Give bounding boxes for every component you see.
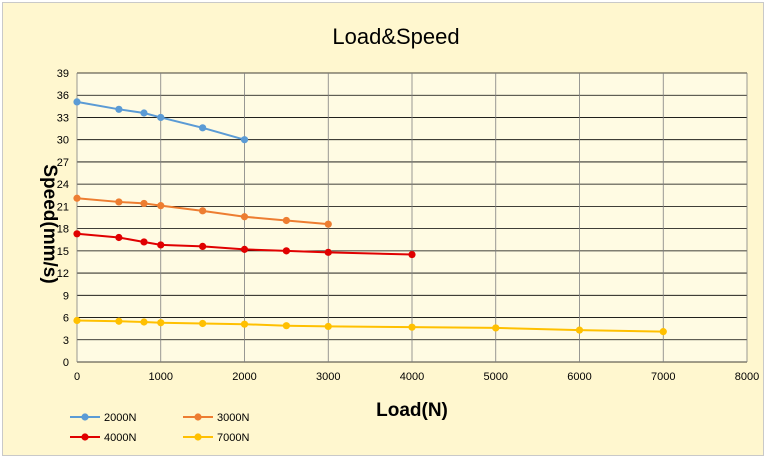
data-point [408, 323, 416, 331]
data-point [659, 328, 667, 336]
data-point [282, 247, 290, 255]
series-3000N [73, 194, 332, 228]
data-point [73, 230, 81, 238]
data-point [140, 238, 148, 246]
x-tick-label: 1000 [149, 371, 173, 383]
y-tick-label: 27 [57, 157, 69, 169]
y-tick-label: 36 [57, 90, 69, 102]
y-tick-label: 30 [57, 135, 69, 147]
y-tick-label: 24 [57, 179, 69, 191]
y-tick-label: 18 [57, 224, 69, 236]
data-point [157, 319, 165, 327]
x-tick-label: 2000 [232, 371, 256, 383]
x-tick-label: 0 [74, 371, 80, 383]
chart-title: Load&Speed [332, 24, 459, 49]
y-tick-label: 15 [57, 246, 69, 258]
legend-item: 2000N [70, 412, 136, 424]
y-tick-label: 0 [63, 357, 69, 369]
series-4000N [73, 230, 416, 259]
y-tick-label: 6 [63, 313, 69, 325]
legend-item: 3000N [183, 412, 249, 424]
data-point [492, 324, 500, 332]
data-point [575, 326, 584, 334]
data-point [115, 198, 123, 206]
y-tick-label: 39 [57, 68, 69, 80]
x-tick-label: 3000 [316, 371, 340, 383]
data-point [324, 322, 332, 331]
data-point [157, 113, 165, 122]
x-tick-label: 7000 [651, 371, 675, 383]
y-axis-label: Speed(mm/s) [39, 164, 60, 283]
data-point [199, 242, 207, 250]
legend-label: 2000N [104, 412, 136, 424]
legend-marker [81, 433, 89, 441]
y-tick-label: 12 [57, 268, 69, 280]
data-point [140, 318, 148, 326]
data-point [140, 109, 148, 117]
data-point [115, 105, 123, 113]
data-point [140, 199, 148, 208]
legend-marker [81, 413, 89, 421]
legend: 2000N 3000N 4000N 7000N [70, 412, 249, 444]
data-point [73, 98, 81, 106]
x-tick-label: 6000 [567, 371, 591, 383]
data-point [240, 136, 249, 144]
data-point [324, 248, 332, 256]
data-point [408, 250, 416, 259]
x-tick-label: 4000 [400, 371, 424, 383]
series-7000N [73, 316, 667, 336]
y-tick-label: 3 [63, 335, 69, 347]
legend-label: 4000N [104, 432, 136, 444]
legend-marker [194, 433, 202, 441]
data-point [157, 241, 165, 249]
series-line [76, 100, 245, 141]
x-axis-ticks: 0 1000 2000 3000 4000 5000 6000 7000 8000 [74, 371, 759, 383]
data-point [157, 202, 165, 210]
data-point [282, 322, 290, 330]
legend-marker [194, 413, 202, 421]
data-point [282, 216, 290, 225]
data-point [199, 124, 207, 132]
data-point [115, 317, 123, 325]
data-point [73, 194, 81, 202]
legend-label: 3000N [217, 412, 249, 424]
series-line [76, 319, 664, 333]
data-point [115, 233, 123, 242]
data-point [324, 220, 332, 228]
series-line [76, 197, 329, 226]
legend-label: 7000N [217, 432, 249, 444]
data-point [240, 245, 249, 253]
data-point [240, 320, 249, 328]
y-tick-label: 33 [57, 112, 69, 124]
y-tick-label: 21 [57, 201, 69, 213]
x-tick-label: 5000 [484, 371, 508, 383]
y-tick-label: 9 [63, 290, 69, 302]
series-group [73, 98, 667, 336]
data-point [240, 213, 249, 221]
grid-lines [76, 72, 748, 363]
legend-item: 4000N [70, 432, 136, 444]
series-2000N [73, 98, 249, 144]
data-point [199, 207, 207, 215]
x-tick-label: 8000 [735, 371, 759, 383]
x-axis-label: Load(N) [376, 400, 448, 421]
legend-item: 7000N [183, 432, 249, 444]
data-point [73, 316, 81, 325]
data-point [199, 319, 207, 328]
